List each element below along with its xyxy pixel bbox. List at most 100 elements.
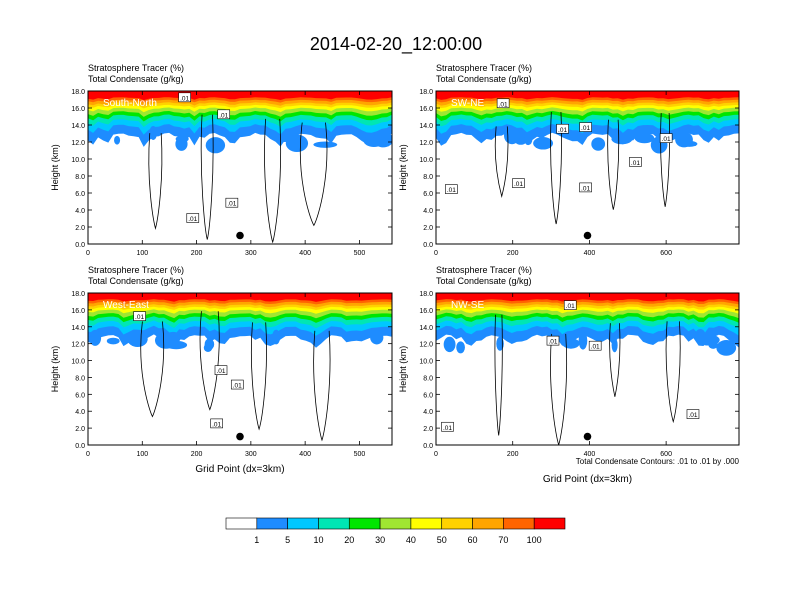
x-tick-label: 100 xyxy=(136,451,148,458)
y-axis-label: Height (km) xyxy=(398,346,408,393)
svg-text:.01: .01 xyxy=(581,185,590,192)
colorbar-label: 70 xyxy=(498,535,508,545)
y-tick-label: 2.0 xyxy=(75,426,85,433)
y-axis-label: Height (km) xyxy=(50,144,60,191)
y-tick-label: 16.0 xyxy=(419,308,433,315)
svg-text:.01: .01 xyxy=(219,112,228,119)
panel-header-condensate: Total Condensate (g/kg) xyxy=(88,276,184,286)
colorbar-label: 50 xyxy=(437,535,447,545)
colorbar: 1 5 10 20 30 40 50 60 70 100 xyxy=(225,517,566,545)
svg-text:.01: .01 xyxy=(514,181,523,188)
contour-label: .01 xyxy=(579,182,592,192)
plot-frame xyxy=(87,90,393,245)
contour-label: .01 xyxy=(546,335,560,346)
y-tick-label: 16.0 xyxy=(71,106,85,113)
plot-frame xyxy=(435,292,740,446)
y-tick-label: 18.0 xyxy=(419,291,433,298)
contour-label: .01 xyxy=(512,178,525,188)
svg-text:.01: .01 xyxy=(180,95,189,102)
contour-label: .01 xyxy=(659,133,673,143)
svg-text:.01: .01 xyxy=(662,136,671,143)
contour-label: .01 xyxy=(563,300,577,310)
y-axis-label: Height (km) xyxy=(50,346,60,393)
contour-label: .01 xyxy=(441,421,454,432)
colorbar-label: 10 xyxy=(313,535,323,545)
y-tick-label: 8.0 xyxy=(75,174,85,181)
condensate-contours xyxy=(148,114,328,244)
y-tick-label: 18.0 xyxy=(419,89,433,96)
panel-nw-se: .01 .01 .01 .01 .01 NW-SE Stratosphere Tracer … xyxy=(398,265,740,485)
x-tick-label: 200 xyxy=(507,451,519,458)
panel-header-condensate: Total Condensate (g/kg) xyxy=(88,74,184,84)
x-tick-label: 0 xyxy=(86,250,90,257)
y-tick-label: 12.0 xyxy=(71,342,85,349)
y-tick-label: 0.0 xyxy=(75,443,85,450)
y-tick-label: 14.0 xyxy=(419,325,433,332)
tracer-field xyxy=(436,91,739,244)
y-tick-label: 10.0 xyxy=(419,157,433,164)
y-tick-label: 4.0 xyxy=(75,208,85,215)
location-marker xyxy=(583,231,592,240)
panel-west-east: .01 .01 .01 .01 West-East Stratosphere Tracer… xyxy=(50,265,393,475)
svg-text:.01: .01 xyxy=(631,160,640,167)
x-tick-label: 400 xyxy=(299,451,311,458)
location-marker xyxy=(583,432,592,441)
panel-south-north: .01 .01 .01 .01 South-North Stratosphere Trac… xyxy=(50,63,393,257)
contour-label: .01 xyxy=(186,213,200,223)
colorbar-swatch xyxy=(318,517,350,530)
x-tick-label: 600 xyxy=(660,250,672,257)
y-tick-label: 16.0 xyxy=(71,308,85,315)
y-tick-label: 4.0 xyxy=(423,208,433,215)
y-tick-label: 14.0 xyxy=(71,325,85,332)
x-tick-label: 200 xyxy=(191,250,203,257)
x-tick-label: 300 xyxy=(245,451,257,458)
y-tick-label: 12.0 xyxy=(419,140,433,147)
contour-label: .01 xyxy=(133,311,146,321)
svg-text:.01: .01 xyxy=(188,216,197,223)
contour-label: .01 xyxy=(496,98,510,108)
colorbar-label: 100 xyxy=(527,535,542,545)
y-tick-label: 6.0 xyxy=(75,392,85,399)
y-tick-label: 12.0 xyxy=(71,140,85,147)
svg-text:.01: .01 xyxy=(688,412,697,419)
colorbar-swatch xyxy=(287,517,319,530)
contour-label: .01 xyxy=(217,109,231,119)
colorbar-swatch xyxy=(256,517,288,530)
panel-sw-ne: .01 .01 .01 .01 .01 .01 .01 .01 SW-NE Stratospher… xyxy=(398,63,740,257)
svg-text:.01: .01 xyxy=(499,101,508,108)
y-tick-label: 10.0 xyxy=(71,359,85,366)
x-tick-label: 200 xyxy=(507,250,519,257)
contour-label: .01 xyxy=(686,409,700,419)
x-axis-label: Grid Point (dx=3km) xyxy=(543,474,632,485)
y-tick-label: 10.0 xyxy=(419,359,433,366)
condensate-contours xyxy=(494,111,671,225)
tracer-field xyxy=(88,293,392,445)
x-tick-label: 0 xyxy=(434,250,438,257)
colorbar-label: 60 xyxy=(468,535,478,545)
colorbar-label: 30 xyxy=(375,535,385,545)
colorbar-label: 1 xyxy=(254,535,259,545)
y-tick-label: 10.0 xyxy=(71,157,85,164)
y-tick-label: 6.0 xyxy=(423,191,433,198)
x-axis-label: Grid Point (dx=3km) xyxy=(195,464,284,475)
panel-header-condensate: Total Condensate (g/kg) xyxy=(436,276,532,286)
svg-text:.01: .01 xyxy=(233,383,242,390)
x-tick-label: 400 xyxy=(584,250,596,257)
contour-label: .01 xyxy=(445,184,458,194)
y-tick-label: 8.0 xyxy=(423,174,433,181)
contour-label: .01 xyxy=(556,123,569,134)
x-tick-label: 0 xyxy=(86,451,90,458)
y-tick-label: 6.0 xyxy=(423,392,433,399)
tracer-field xyxy=(88,91,392,244)
y-tick-label: 14.0 xyxy=(71,123,85,130)
x-tick-label: 100 xyxy=(136,250,148,257)
contour-label: .01 xyxy=(178,92,191,102)
contour-label: .01 xyxy=(588,340,602,351)
colorbar-swatch xyxy=(472,517,504,530)
location-marker xyxy=(236,231,244,240)
svg-text:.01: .01 xyxy=(216,368,225,375)
x-tick-label: 300 xyxy=(245,250,257,257)
colorbar-swatch xyxy=(225,517,258,530)
colorbar-swatch xyxy=(533,517,566,530)
colorbar-swatch xyxy=(441,517,473,530)
